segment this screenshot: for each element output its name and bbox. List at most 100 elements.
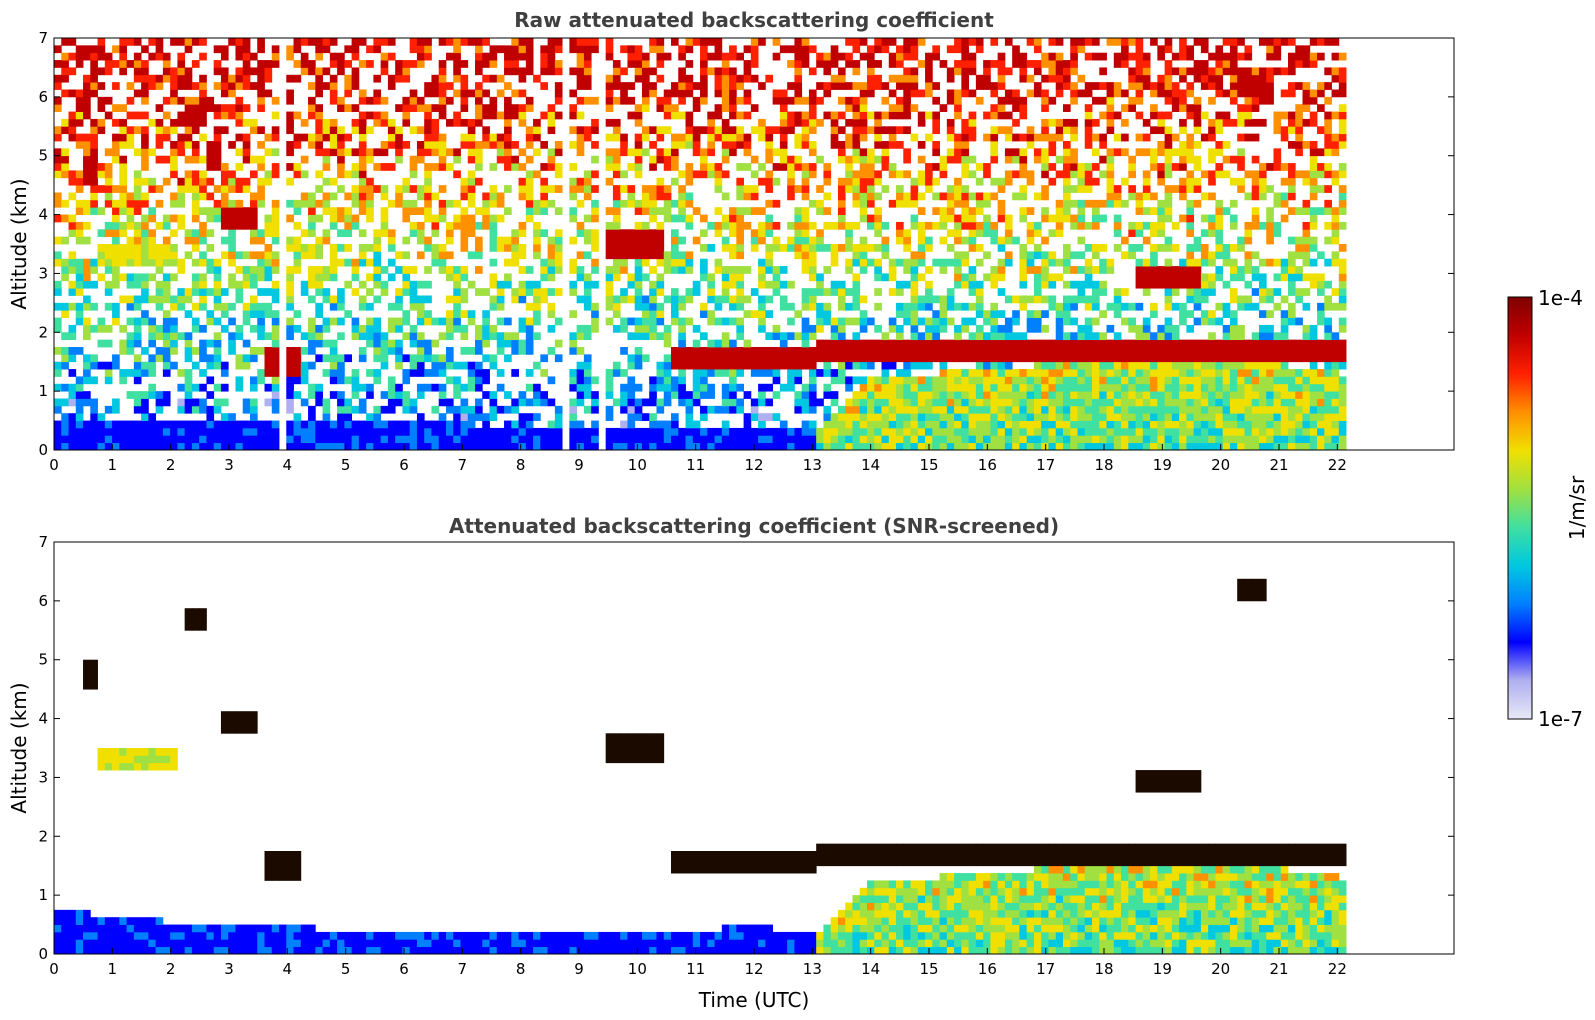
heatmap-cell <box>540 435 549 444</box>
heatmap-cell <box>867 192 875 201</box>
heatmap-cell <box>170 192 178 201</box>
heatmap-cell <box>758 391 766 399</box>
heatmap-cell <box>547 273 556 282</box>
heatmap-cell <box>1099 244 1107 252</box>
heatmap-cell <box>315 89 323 98</box>
heatmap-cell <box>997 111 1006 120</box>
heatmap-cell <box>199 251 207 260</box>
heatmap-cell <box>1048 369 1057 377</box>
heatmap-cell <box>721 405 730 414</box>
heatmap-cell <box>591 324 599 333</box>
heatmap-cell <box>1084 126 1093 135</box>
heatmap-cell <box>126 339 135 348</box>
heatmap-cell <box>779 354 788 363</box>
heatmap-cell <box>1033 155 1042 164</box>
heatmap-cell <box>322 155 331 164</box>
heatmap-cell <box>1033 295 1042 304</box>
heatmap-cell <box>997 391 1006 399</box>
heatmap-cell <box>939 60 948 68</box>
heatmap-cell <box>344 104 353 112</box>
heatmap-cell <box>213 141 222 149</box>
heatmap-cell <box>801 185 810 193</box>
heatmap-cell <box>896 111 904 120</box>
heatmap-cell <box>845 442 853 450</box>
heatmap-cell <box>322 405 331 414</box>
heatmap-cell <box>939 207 948 215</box>
heatmap-cell <box>1041 155 1049 164</box>
heatmap-cell <box>329 435 338 444</box>
heatmap-cell <box>896 310 904 318</box>
heatmap-cell <box>1062 258 1071 267</box>
heatmap-cell <box>177 38 186 46</box>
heatmap-cell <box>75 435 84 444</box>
heatmap-cell <box>68 383 77 392</box>
heatmap-cell <box>315 332 323 341</box>
heatmap-cell <box>199 155 207 164</box>
heatmap-cell <box>968 273 977 282</box>
heatmap-cell <box>271 251 280 260</box>
heatmap-cell <box>975 420 984 429</box>
heatmap-cell <box>794 442 803 450</box>
heatmap-cell <box>511 104 519 112</box>
heatmap-cell <box>1084 133 1093 142</box>
heatmap-cell <box>634 111 643 120</box>
heatmap-cell <box>511 141 519 149</box>
heatmap-cell <box>591 118 599 127</box>
heatmap-cell <box>206 420 215 429</box>
heatmap-cell <box>758 280 766 289</box>
heatmap-cell <box>954 141 962 149</box>
heatmap-cell <box>1077 163 1086 171</box>
heatmap-cell <box>1121 148 1129 157</box>
heatmap-cell <box>1033 229 1042 238</box>
heatmap-cell <box>170 214 178 223</box>
heatmap-cell <box>141 258 149 267</box>
heatmap-cell <box>1012 60 1020 68</box>
heatmap-cell <box>845 118 853 127</box>
heatmap-cell <box>845 258 853 267</box>
heatmap-cell <box>917 118 926 127</box>
heatmap-cell <box>569 177 578 186</box>
heatmap-cell <box>634 163 643 171</box>
heatmap-cell <box>424 89 432 98</box>
heatmap-cell <box>605 244 614 252</box>
heatmap-cell <box>1092 52 1100 61</box>
heatmap-cell <box>162 310 171 318</box>
heatmap-cell <box>946 427 955 436</box>
heatmap-cell <box>177 192 186 201</box>
heatmap-cell <box>1077 207 1086 215</box>
heatmap-cell <box>286 214 294 223</box>
heatmap-cell <box>874 266 882 274</box>
heatmap-cell <box>612 310 621 318</box>
heatmap-cell <box>547 420 556 429</box>
heatmap-cell <box>576 38 585 46</box>
heatmap-cell <box>547 398 556 407</box>
heatmap-cell <box>308 244 316 252</box>
heatmap-cell <box>896 192 904 201</box>
heatmap-cell <box>903 310 911 318</box>
heatmap-cell <box>315 280 323 289</box>
heatmap-cell <box>649 214 657 223</box>
heatmap-cell <box>395 199 403 208</box>
heatmap-cell <box>874 244 882 252</box>
heatmap-cell <box>612 185 621 193</box>
heatmap-cell <box>533 148 541 157</box>
heatmap-cell <box>721 96 730 105</box>
heatmap-cell <box>344 442 353 450</box>
heatmap-cell <box>155 302 164 311</box>
heatmap-cell <box>605 273 614 282</box>
heatmap-cell <box>1019 192 1028 201</box>
heatmap-cell <box>714 82 723 90</box>
heatmap-cell <box>199 258 207 267</box>
heatmap-cell <box>1077 347 1086 355</box>
heatmap-cell <box>220 413 229 421</box>
heatmap-cell <box>1055 67 1064 76</box>
heatmap-cell <box>1092 420 1100 429</box>
heatmap-cell <box>177 96 186 105</box>
heatmap-cell <box>235 185 244 193</box>
heatmap-cell <box>424 199 432 208</box>
heatmap-cell <box>475 288 483 296</box>
heatmap-cell <box>569 339 578 348</box>
heatmap-cell <box>983 133 991 142</box>
heatmap-cell <box>496 89 505 98</box>
heatmap-cell <box>300 288 309 296</box>
